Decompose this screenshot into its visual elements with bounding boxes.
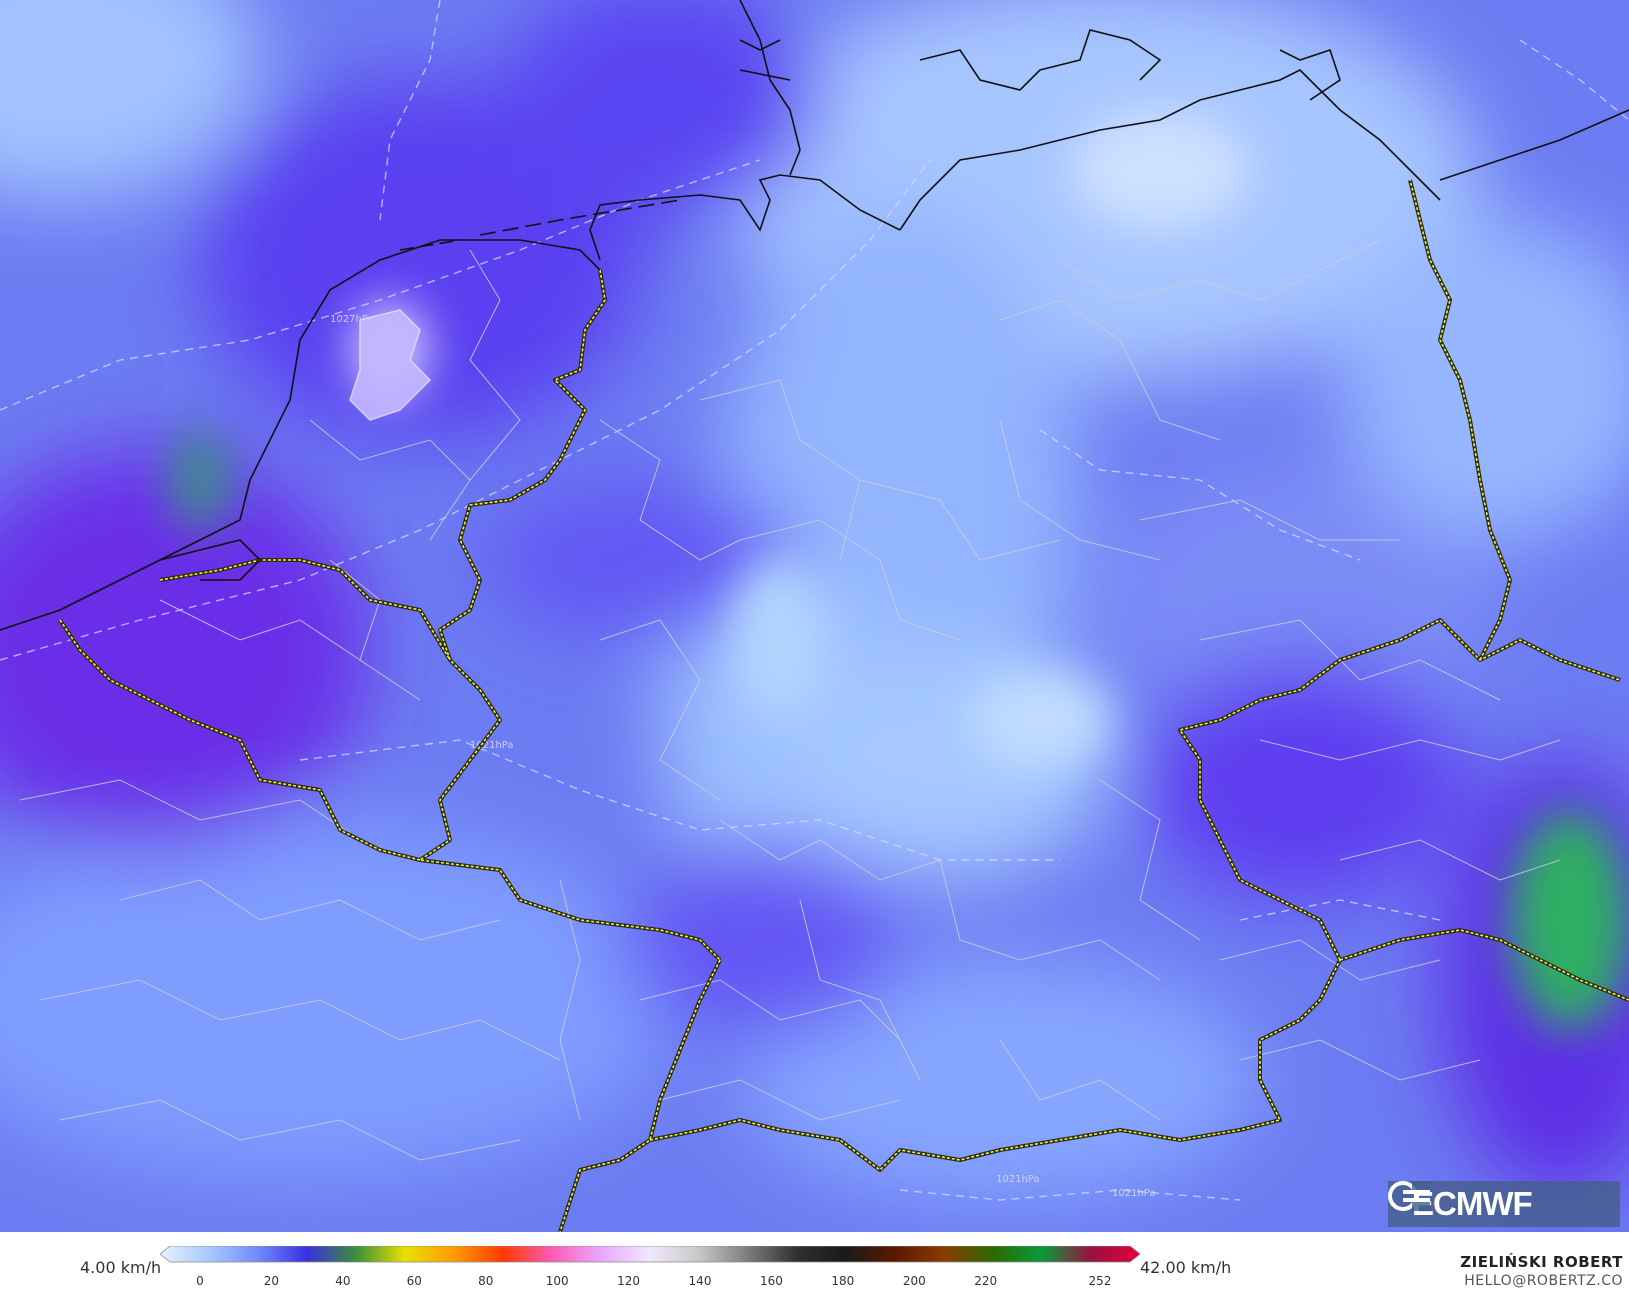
isobar-label: 1021hPa <box>470 740 514 751</box>
colorbar-tick-label: 40 <box>335 1274 351 1288</box>
isobar-labels: 1027hPa 1021hPa 1021hPa 1021hPa <box>330 314 1156 1199</box>
colorbar-tick-label: 60 <box>406 1274 422 1288</box>
colorbar <box>160 1246 1140 1263</box>
colorbar-tick-label: 20 <box>263 1274 280 1288</box>
national-borders <box>58 178 1629 1232</box>
author-credit: ZIELIŃSKI ROBERT HELLO@ROBERTZ.CO <box>1460 1253 1623 1289</box>
region-borders <box>19 239 1561 1161</box>
colorbar-tick-label: 252 <box>1088 1274 1112 1288</box>
wind-field <box>0 0 1629 1200</box>
colorbar-tick-label: 120 <box>617 1274 641 1288</box>
colorbar-tick-label: 180 <box>831 1274 855 1288</box>
author-email: HELLO@ROBERTZ.CO <box>1464 1273 1623 1289</box>
ecmwf-logo-icon <box>1388 1181 1430 1211</box>
ecmwf-logo: ECMWF <box>1388 1181 1620 1227</box>
colorbar-min-label: 4.00 km/h <box>80 1258 162 1277</box>
colorbar-tick-label: 100 <box>545 1274 569 1288</box>
colorbar-max-label: 42.00 km/h <box>1140 1258 1232 1277</box>
colorbar-tick-label: 220 <box>974 1274 998 1288</box>
colorbar-bar <box>160 1246 1140 1263</box>
colorbar-tick-label: 160 <box>759 1274 783 1288</box>
colorbar-tick-label: 200 <box>902 1274 926 1288</box>
lake-ijsselmeer <box>349 309 432 421</box>
colorbar-tick-label: 0 <box>196 1274 204 1288</box>
isobar-label: 1027hPa <box>330 314 374 325</box>
colorbar-tick-label: 140 <box>688 1274 712 1288</box>
map-canvas: 1027hPa 1021hPa 1021hPa 1021hPa <box>0 0 1629 1232</box>
coastlines <box>0 0 1629 631</box>
author-name: ZIELIŃSKI ROBERT <box>1460 1253 1623 1271</box>
isobars <box>0 0 1629 1201</box>
isobar-label: 1021hPa <box>996 1174 1040 1185</box>
colorbar-tick-label: 80 <box>478 1274 494 1288</box>
ecmwf-logo-text: ECMWF <box>1412 1185 1533 1222</box>
isobar-label: 1021hPa <box>1112 1188 1156 1199</box>
wind-speed-map: 1027hPa 1021hPa 1021hPa 1021hPa <box>0 0 1629 1232</box>
